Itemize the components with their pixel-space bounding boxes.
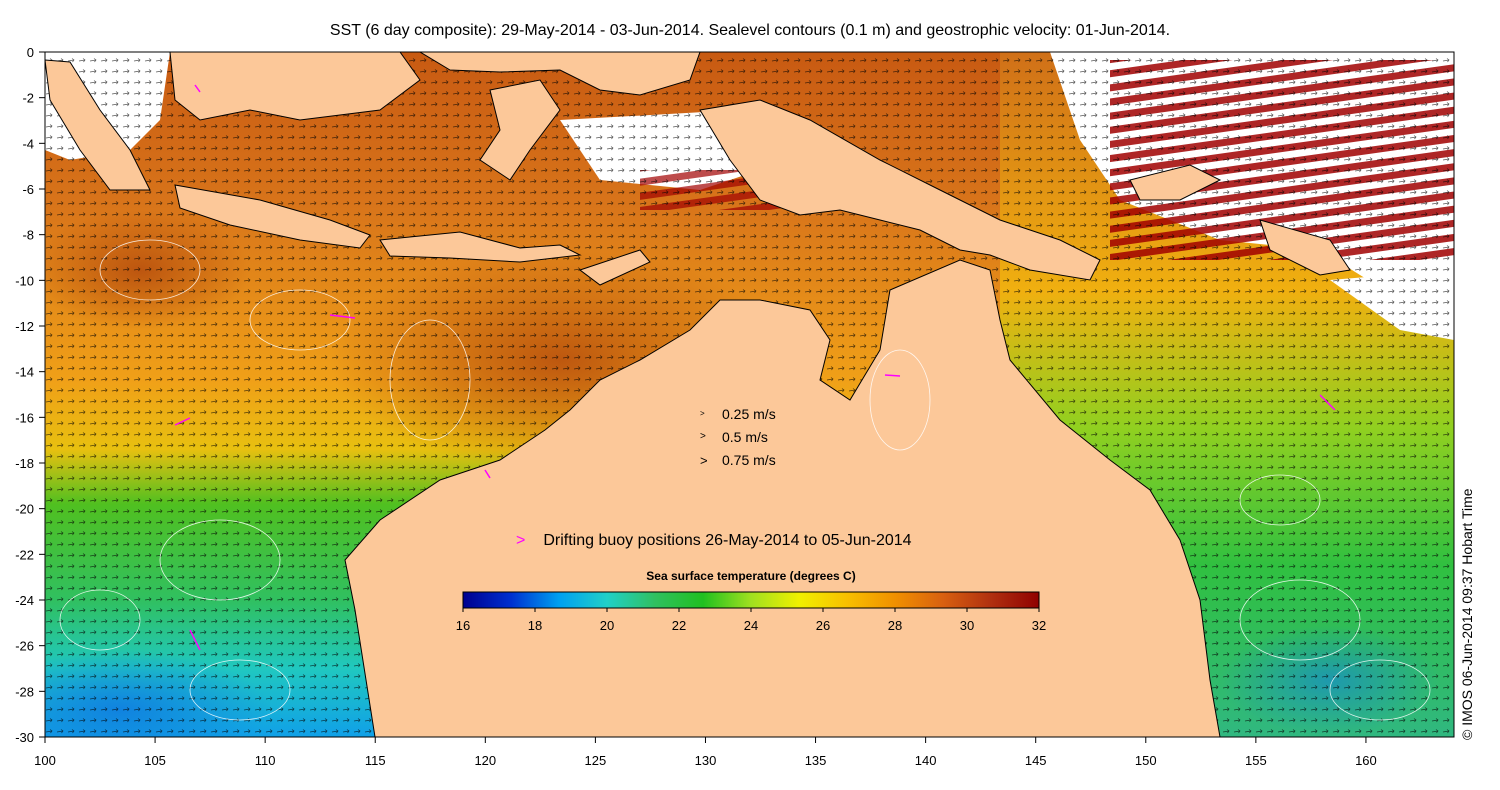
land-solomon: [1259, 219, 1351, 276]
colorbar-title: Sea surface temperature (degrees C): [646, 569, 856, 583]
imos-credit: © IMOS 06-Jun-2014 09:37 Hobart Time: [1459, 488, 1475, 740]
land: [45, 52, 1351, 737]
arrow-icon: >: [700, 409, 705, 418]
y-axis: 0 -2 -4 -6 -8 -10 -12 -14 -16 -18 -20 -22 -24 -26 -28 -…: [15, 45, 45, 745]
x-tick-label: 150: [1135, 753, 1157, 768]
land-australia: [344, 259, 1221, 737]
colorbar-gradient: [462, 591, 1040, 609]
map-plot-area: [45, 52, 1454, 737]
x-tick-label: 100: [34, 753, 56, 768]
plot-frame: [44, 51, 1455, 738]
velocity-legend-label: 0.25 m/s: [722, 406, 776, 422]
land-timor: [578, 249, 651, 286]
colorbar-ticks: 16 18 20 22 24 26 28 30 32: [456, 608, 1046, 633]
y-tick-label: -6: [22, 182, 34, 197]
y-tick-label: -24: [15, 593, 34, 608]
y-tick-label: -28: [15, 684, 34, 699]
y-tick-label: -18: [15, 456, 34, 471]
y-tick-label: -12: [15, 319, 34, 334]
sealevel-contours: [59, 239, 1431, 721]
x-tick-label: 105: [144, 753, 166, 768]
colorbar-tick-label: 32: [1032, 618, 1046, 633]
land-borneo: [169, 52, 421, 121]
colorbar-tick-label: 24: [744, 618, 758, 633]
y-tick-label: -4: [22, 136, 34, 151]
x-tick-label: 145: [1025, 753, 1047, 768]
x-tick-label: 125: [585, 753, 607, 768]
land-northern-islands: [419, 52, 701, 96]
colorbar-tick-label: 30: [960, 618, 974, 633]
arrow-icon: >: [700, 453, 708, 468]
y-tick-label: -30: [15, 730, 34, 745]
x-tick-label: 120: [474, 753, 496, 768]
x-tick-label: 155: [1245, 753, 1267, 768]
y-tick-label: -8: [22, 228, 34, 243]
x-tick-label: 130: [695, 753, 717, 768]
colorbar-tick-label: 18: [528, 618, 542, 633]
land-sumatra: [45, 59, 151, 191]
land-lesser-sunda: [379, 231, 582, 263]
land-new-britain: [1129, 164, 1222, 201]
colorbar-tick-label: 22: [672, 618, 686, 633]
arrow-icon: >: [700, 431, 706, 442]
buoy-legend: > Drifting buoy positions 26-May-2014 to …: [516, 532, 912, 550]
colorbar-tick-label: 28: [888, 618, 902, 633]
y-tick-label: -2: [22, 91, 34, 106]
y-tick-label: -10: [15, 273, 34, 288]
velocity-legend-label: 0.5 m/s: [722, 429, 768, 445]
y-tick-label: -20: [15, 502, 34, 517]
page-title: SST (6 day composite): 29-May-2014 - 03-…: [329, 22, 1171, 39]
x-tick-label: 115: [365, 753, 386, 768]
colorbar-tick-label: 16: [456, 618, 470, 633]
velocity-legend-label: 0.75 m/s: [722, 452, 776, 468]
land-sulawesi: [479, 79, 561, 181]
y-tick-label: -22: [15, 547, 34, 562]
x-tick-label: 110: [255, 753, 276, 768]
buoy-legend-label: Drifting buoy positions 26-May-2014 to 0…: [543, 532, 912, 549]
colorbar-tick-label: 20: [600, 618, 614, 633]
y-tick-label: -16: [15, 410, 34, 425]
x-axis: 100 105 110 115 120 125 130 135 140 145 150 155 160: [34, 737, 1377, 768]
x-tick-label: 160: [1355, 753, 1377, 768]
buoy-marker-icon: >: [516, 532, 526, 549]
x-tick-label: 140: [915, 753, 937, 768]
x-tick-label: 135: [805, 753, 827, 768]
drifting-buoy-tracks: [174, 84, 1336, 651]
y-tick-label: -26: [15, 639, 34, 654]
colorbar: 16 18 20 22 24 26 28 30 32: [456, 591, 1046, 633]
colorbar-tick-label: 26: [816, 618, 830, 633]
land-java: [174, 184, 371, 249]
land-new-guinea: [699, 99, 1101, 281]
y-tick-label: 0: [27, 45, 34, 60]
y-tick-label: -14: [15, 365, 34, 380]
